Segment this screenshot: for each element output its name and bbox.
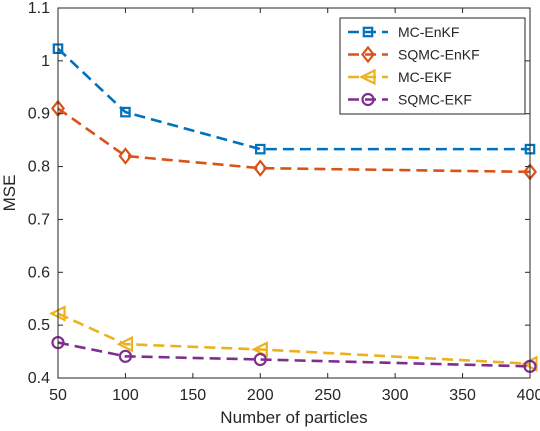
legend-marker [362,26,374,38]
x-axis-label: Number of particles [220,408,367,427]
y-tick-label: 0.9 [28,106,50,123]
data-point [118,147,133,165]
axes [57,7,531,379]
legend-marker [359,68,376,86]
data-point [251,341,268,358]
x-tick-label: 400 [517,387,540,404]
x-tick-label: 100 [112,387,139,404]
series-line [57,107,531,174]
series-line [57,47,530,151]
legend: MC-EnKF SQMC-EnKF MC-EKF SQMC-EKF [339,17,526,115]
data-point [253,352,267,367]
tick-labels: 50 100 150 200 250 300 350 400 0.4 0.5 0.6 0.7 0.8 0.… [28,0,540,404]
y-tick-label: 1 [41,53,50,70]
x-tick-label: 50 [49,387,67,404]
series-layer [49,43,538,373]
data-point [253,159,268,177]
legend-item: MC-EnKF [348,24,459,40]
data-point [254,143,266,155]
legend-label: SQMC-EKF [398,92,472,108]
legend-label: SQMC-EnKF [398,47,480,63]
legend-box [339,17,526,115]
y-tick-label: 0.7 [28,211,50,228]
y-tick-label: 0.4 [28,370,50,387]
y-tick-label: 0.5 [28,317,50,334]
x-tick-label: 250 [314,387,341,404]
legend-marker [361,92,375,107]
legend-label: MC-EnKF [398,24,459,40]
legend-label: MC-EKF [398,69,452,85]
axes-box [57,7,531,379]
legend-item: SQMC-EnKF [348,45,480,64]
data-point [116,335,134,353]
y-tick-label: 0.8 [28,159,50,176]
x-tick-label: 200 [247,387,274,404]
data-point [120,106,131,118]
series-line [57,341,531,368]
legend-item: SQMC-EKF [348,92,472,108]
y-tick-label: 1.1 [28,0,50,17]
x-tick-label: 350 [449,387,476,404]
legend-item: MC-EKF [348,68,452,86]
series-line [57,312,531,366]
x-tick-label: 300 [382,387,409,404]
data-point [118,349,133,363]
y-axis-label: MSE [0,175,19,212]
x-tick-label: 150 [180,387,207,404]
y-tick-label: 0.6 [28,264,50,281]
legend-marker [360,45,376,64]
